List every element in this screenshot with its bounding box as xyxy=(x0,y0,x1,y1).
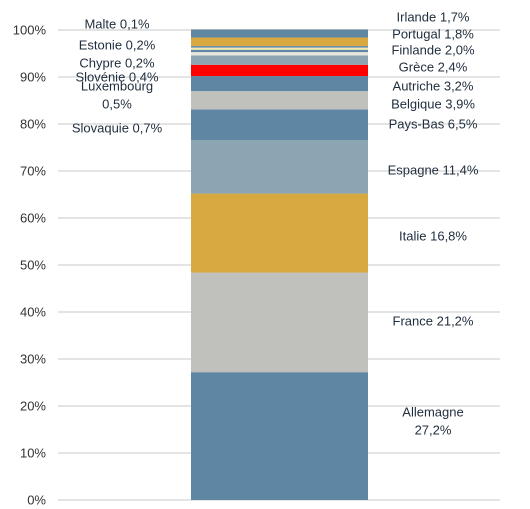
segment-label-grèce: Grèce 2,4% xyxy=(399,60,468,75)
y-tick-label: 30% xyxy=(20,352,46,367)
y-axis-ticks: 0% 10% 20% 30% 40% 50% 60% 70% 80% 90% 100% xyxy=(13,23,47,508)
segment-label-finlande: Finlande 2,0% xyxy=(391,43,475,58)
bar-segment-finlande xyxy=(191,55,368,65)
y-tick-label: 10% xyxy=(20,446,46,461)
segment-label-autriche: Autriche 3,2% xyxy=(393,79,474,94)
bar-segment-france xyxy=(191,272,368,373)
bar-segment-malte xyxy=(191,29,368,30)
bar-segment-italie xyxy=(191,193,368,273)
y-tick-label: 0% xyxy=(27,493,46,508)
bar-segment-allemagne xyxy=(191,372,368,500)
bar-segment-irlande xyxy=(191,29,368,38)
y-tick-label: 50% xyxy=(20,258,46,273)
bar-segment-chypre xyxy=(191,46,368,48)
bar-segment-espagne xyxy=(191,139,368,194)
segment-label-espagne: Espagne 11,4% xyxy=(388,163,479,178)
segment-label-slovénie: Slovénie 0,4% xyxy=(75,70,159,85)
y-tick-label: 60% xyxy=(20,211,46,226)
y-tick-label: 80% xyxy=(20,117,46,132)
segment-label-pays-bas: Pays-Bas 6,5% xyxy=(389,117,478,132)
segment-label-belgique: Belgique 3,9% xyxy=(391,97,475,112)
segment-label-estonie: Estonie 0,2% xyxy=(79,38,156,53)
segment-label-france: France 21,2% xyxy=(393,314,474,329)
y-tick-label: 20% xyxy=(20,399,46,414)
segment-labels: Allemagne 27,2% France 21,2% Italie 16,8% Es… xyxy=(72,10,479,438)
segment-label-malte: Malte 0,1% xyxy=(84,17,149,32)
y-tick-label: 40% xyxy=(20,305,46,320)
bar-segment-pays-bas xyxy=(191,109,368,140)
y-tick-label: 90% xyxy=(20,70,46,85)
bar-segment-slovaquie xyxy=(191,52,368,56)
bar-segment-slovénie xyxy=(191,47,368,50)
bar-segment-estonie xyxy=(191,45,368,47)
stacked-bar xyxy=(191,29,368,500)
segment-label-portugal: Portugal 1,8% xyxy=(392,27,474,42)
segment-label-allemagne: Allemagne 27,2% xyxy=(402,405,463,438)
segment-label-irlande: Irlande 1,7% xyxy=(397,10,470,25)
bar-segment-belgique xyxy=(191,91,368,110)
segment-label-slovaquie: Slovaquie 0,7% xyxy=(72,121,163,136)
segment-label-luxembourg: Luxembourg 0,5% xyxy=(81,79,153,112)
bar-segment-autriche xyxy=(191,76,368,92)
bar-segment-portugal xyxy=(191,37,368,46)
y-tick-label: 100% xyxy=(13,23,47,38)
segment-label-italie: Italie 16,8% xyxy=(399,229,467,244)
segment-label-chypre: Chypre 0,2% xyxy=(79,56,155,71)
bar-segment-luxembourg xyxy=(191,49,368,53)
y-tick-label: 70% xyxy=(20,164,46,179)
bar-segment-grèce xyxy=(191,64,368,77)
